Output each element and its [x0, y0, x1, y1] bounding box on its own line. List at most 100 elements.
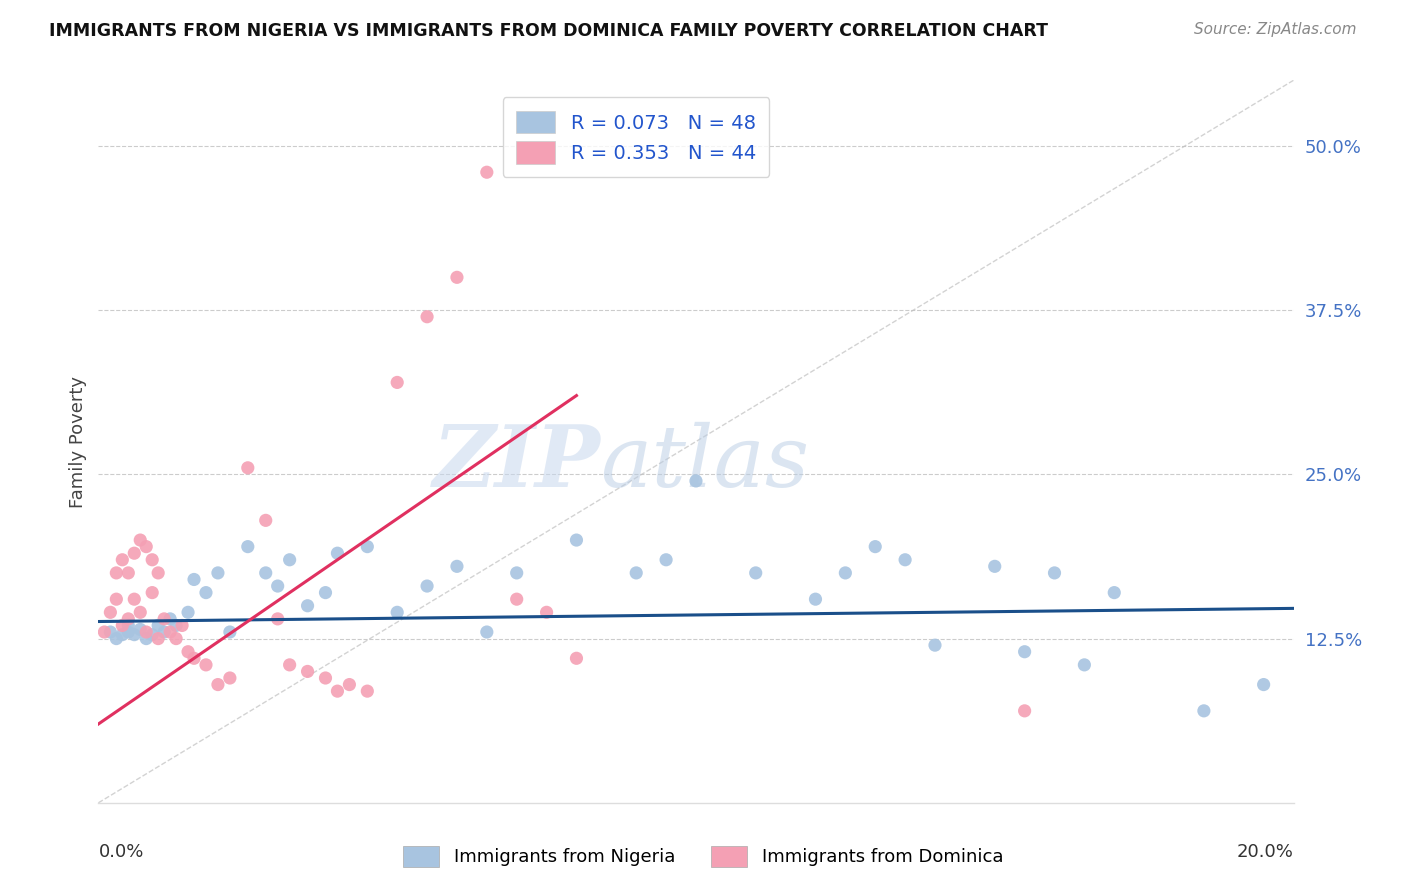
Text: 0.0%: 0.0% [98, 843, 143, 861]
Point [565, 533, 588, 547]
Point [326, 546, 349, 560]
Point [172, 618, 194, 632]
Point [177, 605, 200, 619]
Point [1192, 704, 1215, 718]
Point [219, 671, 242, 685]
Point [1014, 645, 1036, 659]
Text: Source: ZipAtlas.com: Source: ZipAtlas.com [1194, 22, 1357, 37]
Point [207, 566, 229, 580]
Point [105, 566, 128, 580]
Point [475, 625, 498, 640]
Point [141, 585, 163, 599]
Point [135, 625, 157, 640]
Point [135, 632, 157, 646]
Point [254, 513, 277, 527]
Point [685, 474, 707, 488]
Point [236, 460, 259, 475]
Point [385, 605, 409, 619]
Point [446, 559, 468, 574]
Point [267, 579, 290, 593]
Point [117, 618, 139, 632]
Point [254, 566, 277, 580]
Point [834, 566, 856, 580]
Point [1073, 657, 1095, 672]
Point [141, 553, 163, 567]
Point [93, 625, 115, 640]
Point [804, 592, 827, 607]
Point [124, 592, 146, 607]
Point [141, 627, 163, 641]
Point [506, 566, 529, 580]
Point [98, 625, 122, 640]
Point [195, 657, 218, 672]
Point [1104, 585, 1126, 599]
Point [1043, 566, 1066, 580]
Point [129, 533, 152, 547]
Point [446, 270, 468, 285]
Point [117, 612, 139, 626]
Point [626, 566, 648, 580]
Point [1253, 677, 1275, 691]
Point [278, 657, 301, 672]
Point [148, 632, 170, 646]
Text: 20.0%: 20.0% [1237, 843, 1294, 861]
Point [339, 677, 361, 691]
Point [267, 612, 290, 626]
Text: atlas: atlas [600, 422, 810, 505]
Point [159, 625, 181, 640]
Point [135, 540, 157, 554]
Point [416, 310, 439, 324]
Y-axis label: Family Poverty: Family Poverty [69, 376, 87, 508]
Point [183, 651, 205, 665]
Point [536, 605, 558, 619]
Point [159, 612, 181, 626]
Point [315, 585, 337, 599]
Point [177, 645, 200, 659]
Point [165, 632, 187, 646]
Point [745, 566, 768, 580]
Point [1014, 704, 1036, 718]
Point [297, 599, 319, 613]
Point [207, 677, 229, 691]
Point [655, 553, 678, 567]
Point [506, 592, 529, 607]
Point [297, 665, 319, 679]
Point [124, 546, 146, 560]
Point [98, 605, 122, 619]
Point [111, 627, 134, 641]
Text: IMMIGRANTS FROM NIGERIA VS IMMIGRANTS FROM DOMINICA FAMILY POVERTY CORRELATION C: IMMIGRANTS FROM NIGERIA VS IMMIGRANTS FR… [49, 22, 1049, 40]
Point [236, 540, 259, 554]
Point [219, 625, 242, 640]
Point [278, 553, 301, 567]
Point [356, 540, 378, 554]
Point [416, 579, 439, 593]
Point [111, 553, 134, 567]
Point [153, 625, 176, 640]
Point [195, 585, 218, 599]
Point [924, 638, 946, 652]
Legend: R = 0.073   N = 48, R = 0.353   N = 44: R = 0.073 N = 48, R = 0.353 N = 44 [502, 97, 769, 178]
Point [148, 618, 170, 632]
Point [984, 559, 1007, 574]
Point [385, 376, 409, 390]
Point [148, 566, 170, 580]
Point [475, 165, 498, 179]
Point [105, 592, 128, 607]
Point [153, 612, 176, 626]
Point [865, 540, 887, 554]
Point [117, 625, 139, 640]
Point [129, 605, 152, 619]
Point [117, 566, 139, 580]
Text: ZIP: ZIP [433, 421, 600, 505]
Point [124, 627, 146, 641]
Point [326, 684, 349, 698]
Point [315, 671, 337, 685]
Point [894, 553, 917, 567]
Point [356, 684, 378, 698]
Point [183, 573, 205, 587]
Point [129, 623, 152, 637]
Point [105, 632, 128, 646]
Point [165, 618, 187, 632]
Point [111, 618, 134, 632]
Legend: Immigrants from Nigeria, Immigrants from Dominica: Immigrants from Nigeria, Immigrants from… [394, 837, 1012, 876]
